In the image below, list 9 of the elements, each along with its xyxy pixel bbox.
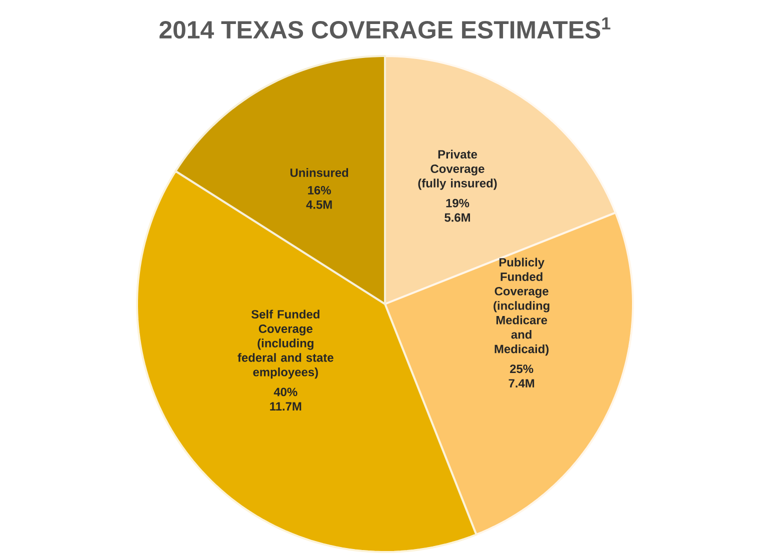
- chart-title: 2014 TEXAS COVERAGE ESTIMATES$^{1}$: [160, 17, 610, 39]
- data-label: 19% 5.6M: [444, 198, 470, 222]
- slice-label: Uninsured: [290, 168, 348, 177]
- slice-label: Private Coverage (fully insured): [418, 150, 497, 190]
- slice-label: Publicly Funded Coverage (including Medicare and Medicaid): [494, 258, 550, 356]
- data-label: 40% 11.7M: [270, 388, 302, 411]
- slice-label: Self Funded Coverage (including federal and state employees): [238, 310, 334, 379]
- data-label: 16% 4.5M: [306, 186, 332, 209]
- data-label: 25% 7.4M: [508, 364, 534, 388]
